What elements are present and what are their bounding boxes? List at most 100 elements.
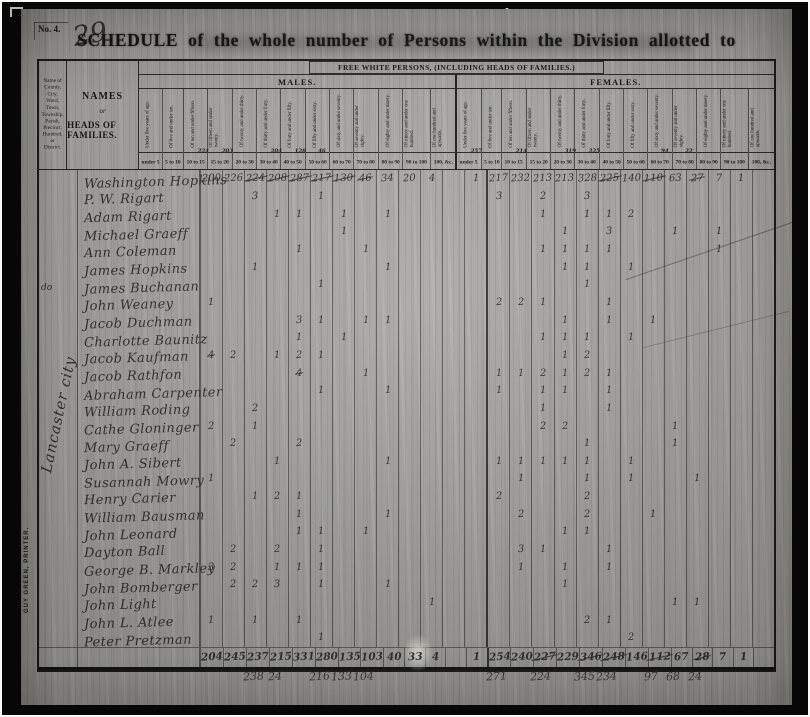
count-cell: 1 (288, 558, 310, 577)
age-label-long: Of forty and under fifty. (281, 89, 304, 152)
count-cell: 34 (376, 170, 398, 188)
count-value: 1 (561, 261, 569, 273)
count-value: 1 (649, 314, 657, 326)
count-value: 2 (627, 208, 635, 220)
count-value: 225 (599, 172, 619, 185)
age-label-short-text: 15 to 20 (210, 158, 229, 165)
count-cell (332, 311, 354, 329)
family-head-name: John Leonard (83, 526, 178, 545)
count-cell (420, 328, 442, 347)
age-column: Of fifteen and under twenty. 15 to 20 203 (207, 89, 233, 170)
count-cell (464, 540, 486, 559)
count-cell (751, 328, 774, 347)
count-value: 217 (311, 172, 332, 185)
count-cell (553, 593, 576, 612)
count-value: 1 (252, 420, 260, 432)
count-cell: 1 (486, 452, 509, 471)
count-cell (553, 487, 576, 506)
count-cell (597, 593, 620, 612)
count-cell (266, 629, 288, 647)
corrected-total-value: 216 (308, 668, 331, 684)
age-label-long-text: Of ninety and under one hundred. (722, 100, 734, 148)
count-value: 1 (318, 314, 326, 326)
count-cell (641, 293, 664, 312)
count-value: 1 (384, 261, 392, 273)
count-cell (442, 293, 464, 312)
count-cell (354, 629, 376, 647)
count-value: 1 (605, 402, 613, 415)
age-column: Of forty and under fifty. 40 to 50 128 (280, 89, 306, 170)
count-cell (442, 205, 464, 223)
age-label-short-text: 5 to 10 (165, 158, 181, 165)
count-cell (509, 275, 531, 294)
count-cell: 28 (691, 647, 713, 667)
correction-cell: 133 (330, 665, 353, 687)
count-cell: 2 (619, 205, 642, 223)
table-row: Jacob Kaufman 4 2 1 2 1 1 2 (39, 346, 774, 368)
count-cell (376, 487, 398, 506)
family-head-name: Charlotte Baunitz (83, 331, 208, 351)
count-cell: 1 (553, 311, 576, 329)
total-value: 237 (246, 650, 270, 664)
count-cell: 1 (244, 487, 266, 506)
count-value: 1 (605, 385, 613, 397)
family-head-cell: Peter Pretzman (78, 629, 200, 650)
count-cell (707, 523, 730, 541)
count-value: 1 (495, 455, 503, 467)
count-value: 1 (362, 526, 370, 538)
count-cell (597, 505, 620, 524)
count-cell: 1 (553, 240, 576, 259)
count-cell (222, 523, 244, 541)
total-value: 1 (739, 651, 748, 664)
count-cell (442, 452, 464, 471)
count-cell (420, 611, 442, 630)
total-value: 227 (534, 650, 557, 664)
count-cell (288, 629, 310, 647)
age-label-long: Of seventy and under eighty. (354, 89, 377, 152)
count-cell: 1 (597, 558, 620, 577)
count-cell (751, 629, 774, 647)
table-row: George B. Markley 3 2 1 1 1 1 1 1 (39, 558, 774, 580)
count-value: 1 (561, 332, 569, 344)
count-cell (531, 434, 553, 453)
count-cell (420, 417, 442, 435)
age-label-short: 100, &c. (430, 152, 456, 170)
count-value: 1 (605, 543, 613, 556)
correction-cell (286, 665, 308, 687)
count-cell (707, 629, 730, 647)
count-cell: 2 (509, 293, 531, 312)
count-cell (354, 470, 376, 488)
age-label-long-text: Of ten and under fifteen. (190, 100, 196, 148)
total-value: 215 (269, 650, 292, 664)
count-cell (398, 629, 420, 647)
correction-cell: 234 (595, 665, 618, 687)
age-column: Of five and under ten. 5 to 10 (480, 89, 502, 170)
count-cell (751, 258, 774, 276)
free-white-persons-label: FREE WHITE PERSONS, (INCLUDING HEADS OF … (308, 61, 604, 74)
count-value: 1 (472, 173, 480, 185)
count-value: 1 (495, 367, 503, 379)
county-cell (39, 170, 78, 188)
county-cell (39, 629, 78, 647)
count-cell (266, 523, 288, 541)
family-head-cell: James Hopkins (78, 258, 200, 279)
count-cell (442, 222, 464, 241)
count-cell (376, 417, 398, 435)
age-label-long-text: Of forty and under fifty. (287, 101, 293, 148)
sex-groups: MALES. Under five years of age. under 5 Of… (138, 75, 774, 170)
count-cell (486, 275, 509, 294)
family-head-name: John Weaney (83, 297, 174, 315)
count-cell: 1 (619, 470, 642, 488)
count-value: 217 (489, 172, 509, 185)
count-value: 200 (201, 172, 222, 185)
count-cell (707, 452, 730, 471)
count-cell (641, 611, 664, 630)
count-cell: 2 (531, 417, 553, 435)
age-column: Of ten and under fifteen. 10 to 15 214 (501, 89, 527, 170)
count-cell (442, 629, 464, 647)
age-label-long-text: Of eighty and under ninety. (384, 94, 391, 148)
count-value: 1 (517, 473, 525, 485)
count-cell (641, 558, 664, 577)
count-cell (486, 346, 509, 365)
